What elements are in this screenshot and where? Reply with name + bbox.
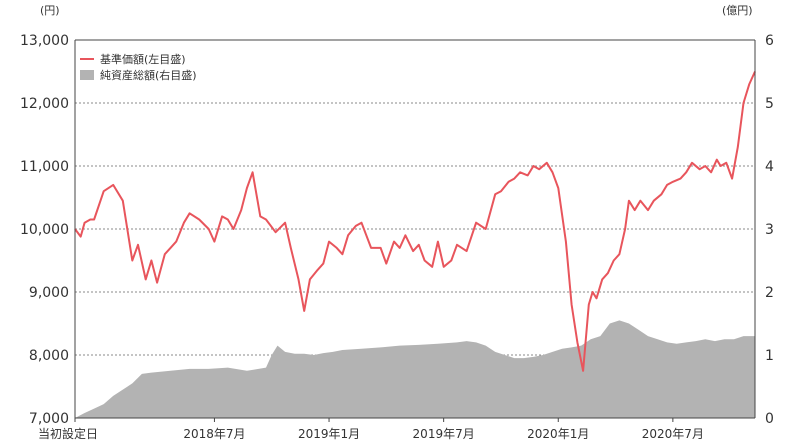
x-tick-label: 2020年7月	[642, 427, 704, 441]
x-tick-label: 2019年1月	[298, 427, 360, 441]
right-tick-label: 3	[765, 222, 774, 238]
right-tick-label: 0	[765, 411, 774, 427]
right-tick-label: 1	[765, 348, 774, 364]
x-tick-label: 2020年1月	[527, 427, 589, 441]
gridlines	[75, 102, 755, 356]
x-tick-label: 2018年7月	[183, 427, 245, 441]
left-tick-label: 9,000	[29, 285, 69, 301]
legend: 基準価額(左目盛) 純資産総額(右目盛)	[80, 52, 197, 82]
legend-area-swatch	[80, 70, 94, 80]
right-tick-label: 6	[765, 33, 774, 49]
left-tick-label: 11,000	[20, 159, 69, 175]
x-tick-label: 当初設定日	[38, 426, 98, 441]
nav-line	[74, 71, 756, 372]
left-tick-label: 10,000	[20, 222, 69, 238]
right-tick-label: 5	[765, 96, 774, 112]
right-axis-unit: (億円)	[722, 4, 753, 17]
right-tick-label: 2	[765, 285, 774, 301]
legend-label-net-assets: 純資産総額(右目盛)	[100, 68, 197, 82]
axes: 7,000 8,000 9,000 10,000 11,000 12,000 13,000 0…	[20, 33, 774, 441]
right-tick-label: 4	[765, 159, 774, 175]
left-axis-unit: (円)	[40, 4, 60, 17]
net-assets-area	[75, 320, 755, 418]
legend-label-nav: 基準価額(左目盛)	[100, 52, 186, 66]
left-tick-label: 12,000	[20, 96, 69, 112]
left-tick-label: 8,000	[29, 348, 69, 364]
left-tick-label: 7,000	[29, 411, 69, 427]
x-tick-label: 2019年7月	[413, 427, 475, 441]
left-tick-label: 13,000	[20, 33, 69, 49]
